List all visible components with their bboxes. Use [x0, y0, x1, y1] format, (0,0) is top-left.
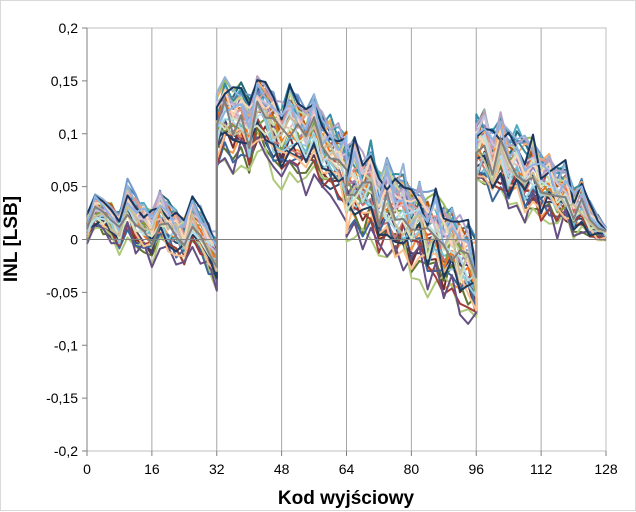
- y-tick-label: -0,05: [46, 284, 78, 300]
- inl-series-line: [86, 99, 607, 279]
- y-tick-label: -0,2: [54, 443, 78, 459]
- series-layer: [86, 75, 607, 325]
- y-tick-label: -0,15: [46, 390, 78, 406]
- x-tick-label: 0: [83, 461, 91, 477]
- y-tick-label: 0: [70, 232, 78, 248]
- y-tick-label: 0,1: [59, 126, 79, 142]
- x-tick-label: 112: [530, 461, 553, 477]
- x-tick-label: 64: [339, 461, 355, 477]
- y-tick-label: -0,1: [54, 337, 78, 353]
- x-tick-label: 96: [468, 461, 484, 477]
- y-axis-title: INL [LSB]: [1, 196, 22, 282]
- x-axis-title: Kod wyjściowy: [278, 488, 415, 509]
- y-tick-label: 0,05: [51, 179, 78, 195]
- x-tick-label: 80: [404, 461, 420, 477]
- x-tick-label: 128: [594, 461, 618, 477]
- axes: [82, 27, 607, 456]
- tick-labels: -0,2 -0,15 -0,1 -0,05 0 0,05 0,1 0,15 0,2 0 16 32 48…: [46, 20, 618, 477]
- x-tick-label: 32: [209, 461, 225, 477]
- inl-series-line: [86, 127, 607, 312]
- y-tick-label: 0,15: [51, 73, 78, 89]
- x-tick-label: 16: [144, 461, 160, 477]
- x-tick-label: 48: [274, 461, 290, 477]
- y-tick-label: 0,2: [59, 20, 79, 36]
